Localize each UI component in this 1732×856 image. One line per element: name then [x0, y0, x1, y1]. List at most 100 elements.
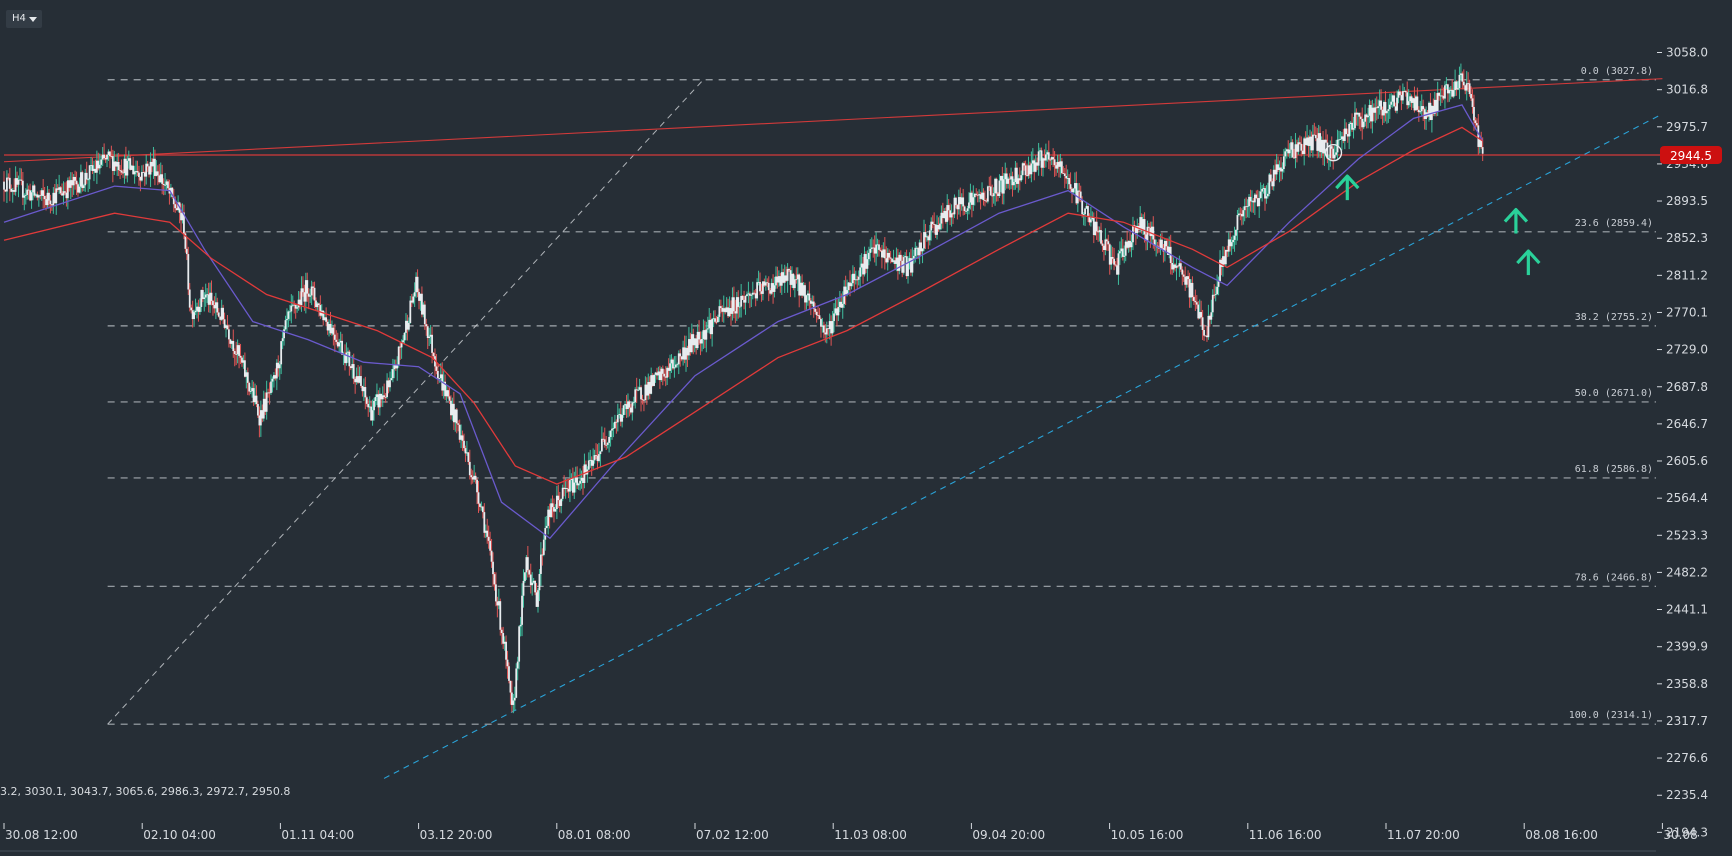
candle-body — [185, 248, 188, 255]
candle-body — [767, 282, 770, 291]
candle-body — [1007, 178, 1010, 184]
candle-body — [1071, 188, 1073, 193]
candle-body — [181, 212, 184, 221]
candle-body — [1419, 111, 1422, 113]
candle-body — [1442, 95, 1445, 99]
candle-body — [1304, 138, 1307, 146]
candle-body — [558, 500, 561, 506]
candle-body — [605, 444, 608, 446]
candle-body — [1309, 136, 1311, 146]
candle-body — [711, 318, 714, 335]
candle-body — [1081, 199, 1084, 215]
arrow-up-icon[interactable] — [1516, 249, 1541, 276]
candle-body — [1114, 264, 1117, 266]
candle-body — [1448, 90, 1451, 94]
candle-body — [136, 171, 139, 173]
candle-body — [849, 282, 851, 287]
candle-body — [483, 512, 486, 533]
candle-body — [191, 310, 194, 320]
candle-body — [213, 305, 216, 309]
timeframe-selector[interactable]: H4 — [6, 10, 42, 28]
candle-body — [1262, 188, 1265, 189]
candle-body — [563, 487, 566, 489]
candle-body — [316, 303, 319, 308]
candle-body — [1000, 175, 1002, 181]
candle-body — [644, 384, 647, 401]
candle-body — [304, 280, 307, 302]
candle-body — [722, 308, 725, 312]
candle-body — [1296, 144, 1298, 152]
candle-body — [1417, 109, 1420, 113]
candle-body — [1306, 137, 1308, 146]
candle-body — [35, 194, 37, 196]
candle-body — [1307, 137, 1310, 146]
candle-body — [259, 410, 262, 426]
candle-body — [81, 172, 84, 188]
arrow-up-icon[interactable] — [1503, 207, 1529, 234]
candle-body — [608, 436, 611, 443]
candle-body — [1251, 200, 1253, 202]
candle-body — [319, 305, 322, 316]
candle-body — [1269, 174, 1272, 182]
candle-body — [1120, 248, 1123, 252]
candle-body — [273, 375, 275, 379]
candle-body — [1468, 83, 1471, 95]
candle-body — [207, 294, 210, 305]
candle-body — [198, 306, 201, 312]
candle-body — [566, 487, 568, 489]
fibonacci-anchor-line[interactable] — [107, 79, 704, 725]
candle-body — [956, 205, 959, 210]
candle-body — [500, 629, 503, 634]
candle-body — [306, 280, 309, 294]
candle-body — [1385, 110, 1388, 114]
trendline-resistance[interactable] — [3, 78, 1663, 163]
candle-body — [632, 402, 635, 404]
candle-body — [1040, 150, 1043, 168]
candle-body — [1370, 105, 1372, 122]
candle-body — [1110, 256, 1113, 265]
trendline-support[interactable] — [383, 113, 1663, 779]
candle-body — [1015, 167, 1018, 184]
candle-body — [992, 193, 995, 197]
candle-body — [847, 282, 850, 291]
candle-body — [727, 307, 729, 317]
candle-body — [1365, 114, 1368, 118]
time-axis[interactable]: 30.08 12:00 02.10 04:00 01.11 04:00 03.12 2… — [0, 823, 1698, 852]
candle-body — [508, 666, 510, 681]
candle-body — [1316, 138, 1319, 151]
candle-body — [1473, 106, 1475, 121]
candle-body — [995, 178, 998, 194]
chart-markers[interactable] — [1324, 144, 1541, 276]
price-tag-value: 2944.5 — [1670, 149, 1712, 163]
arrow-up-icon[interactable] — [1335, 174, 1360, 201]
candle-body — [364, 387, 367, 398]
candle-body — [1229, 239, 1232, 247]
candle-body — [1230, 242, 1233, 247]
candle-body — [715, 321, 718, 323]
trendlines[interactable] — [3, 78, 1663, 779]
candle-body — [976, 194, 979, 196]
candle-body — [631, 402, 634, 413]
candle-body — [1478, 139, 1481, 147]
candle-body — [660, 368, 663, 381]
time-tick-label: 07.02 12:00 — [696, 828, 769, 842]
candle-body — [50, 204, 53, 206]
candle-body — [1457, 88, 1459, 90]
candle-body — [1242, 210, 1245, 217]
candle-body — [467, 452, 470, 462]
candle-body — [682, 347, 685, 360]
highlight-circle[interactable] — [1324, 144, 1343, 162]
candle-body — [698, 331, 700, 340]
price-tick-label: 2893.5 — [1666, 194, 1708, 208]
fib-anchor-diagonal[interactable] — [107, 79, 704, 725]
candle-body — [799, 282, 802, 296]
candle-body — [1042, 158, 1044, 168]
fibonacci-retracement[interactable] — [107, 79, 1656, 725]
candle-body — [1185, 276, 1188, 285]
candle-body — [1393, 95, 1396, 107]
candle-body — [609, 430, 612, 437]
candle-body — [155, 171, 158, 176]
